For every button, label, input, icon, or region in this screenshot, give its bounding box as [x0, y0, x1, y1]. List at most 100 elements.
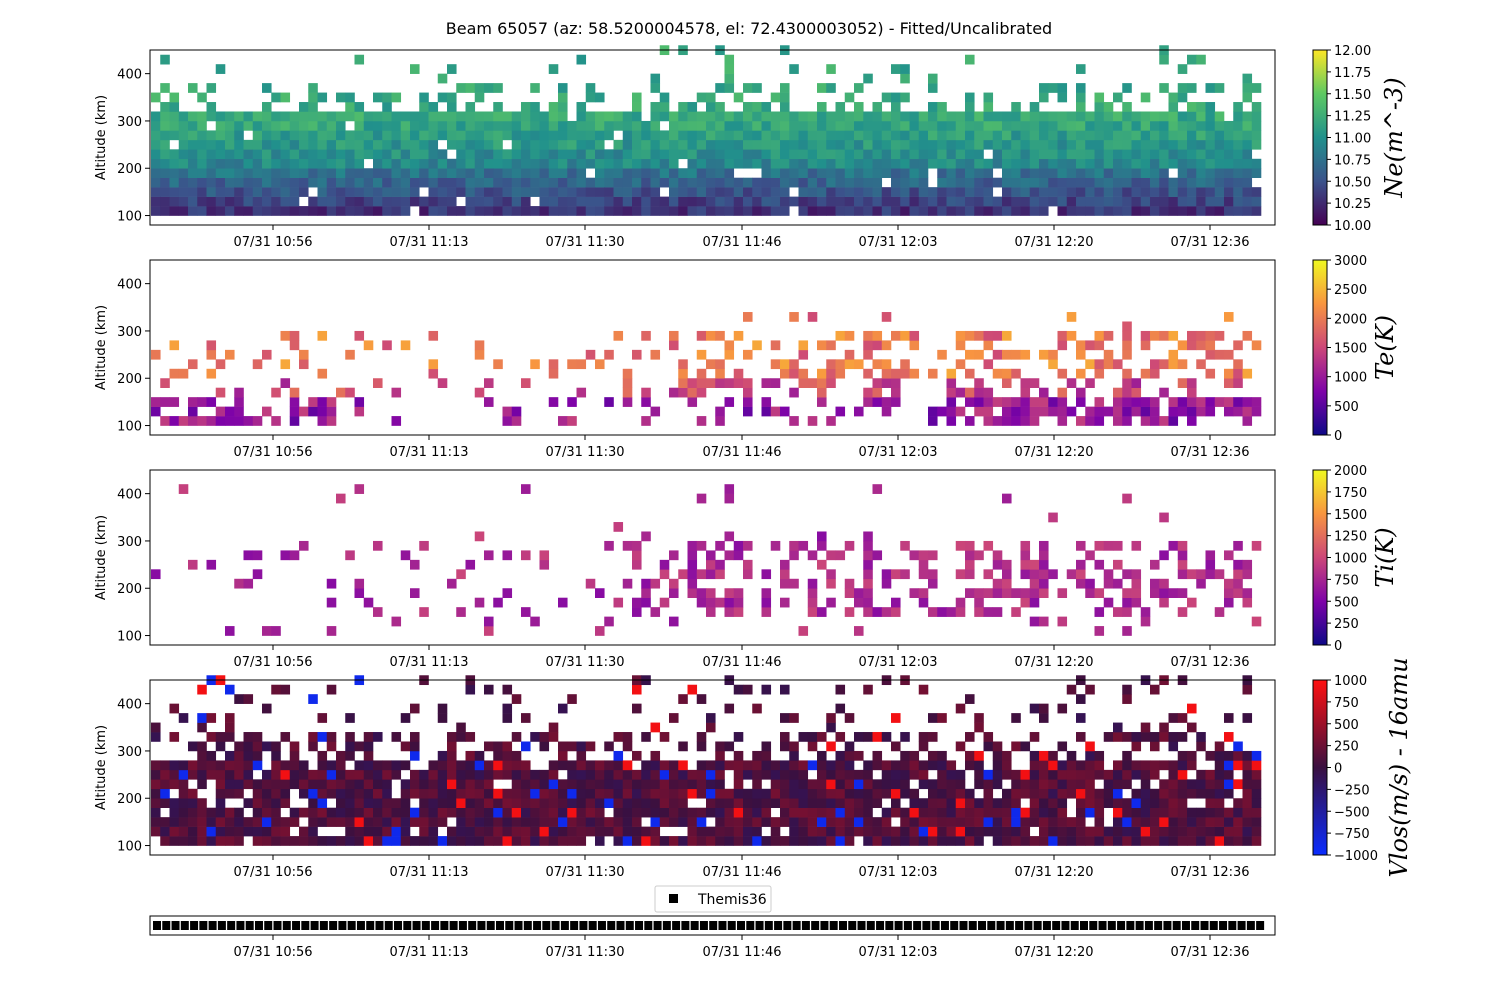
- heatmap-cell: [715, 406, 725, 417]
- heatmap-cell: [1002, 836, 1012, 846]
- heatmap-cell: [992, 349, 1003, 360]
- y-tick-label: 300: [117, 325, 142, 340]
- heatmap-cell: [733, 750, 744, 761]
- heatmap-cell: [789, 368, 799, 379]
- heatmap-cell: [724, 349, 735, 360]
- heatmap-cell: [428, 769, 439, 780]
- heatmap-cell: [687, 102, 698, 112]
- heatmap-cell: [983, 788, 994, 799]
- heatmap-cell: [1177, 196, 1188, 207]
- heatmap-cell: [965, 559, 975, 570]
- heatmap-cell: [437, 177, 448, 188]
- heatmap-cell: [900, 111, 910, 122]
- heatmap-cell: [160, 788, 170, 799]
- heatmap-cell: [604, 540, 614, 551]
- heatmap-cell: [807, 798, 818, 808]
- heatmap-cell: [1113, 788, 1123, 799]
- heatmap-cell: [585, 111, 596, 122]
- heatmap-cell: [1103, 788, 1114, 799]
- heatmap-cell: [1085, 779, 1095, 790]
- heatmap-cell: [1094, 826, 1105, 837]
- heatmap-cell: [1187, 340, 1197, 351]
- strip-marker: [699, 921, 708, 930]
- heatmap-cell: [965, 397, 975, 407]
- heatmap-cell: [289, 817, 300, 827]
- heatmap-cell: [1233, 750, 1243, 761]
- heatmap-cell: [363, 130, 374, 141]
- heatmap-cell: [937, 120, 947, 131]
- heatmap-cell: [178, 779, 189, 790]
- heatmap-cell: [946, 826, 957, 837]
- heatmap-cell: [382, 760, 392, 771]
- heatmap-cell: [206, 807, 217, 818]
- heatmap-cell: [696, 177, 707, 188]
- heatmap-cell: [530, 616, 540, 627]
- heatmap-cell: [817, 139, 827, 150]
- heatmap-cell: [326, 769, 337, 780]
- heatmap-cell: [752, 769, 762, 780]
- heatmap-cell: [456, 177, 466, 188]
- heatmap-cell: [622, 168, 633, 178]
- heatmap-cell: [289, 187, 300, 197]
- strip-marker: [190, 921, 199, 930]
- heatmap-cell: [1057, 206, 1068, 216]
- heatmap-cell: [881, 397, 892, 407]
- heatmap-cell: [1057, 616, 1068, 627]
- heatmap-cell: [983, 196, 994, 207]
- heatmap-cell: [1057, 168, 1068, 178]
- heatmap-cell: [400, 158, 411, 169]
- heatmap-cell: [678, 102, 688, 112]
- heatmap-cell: [780, 732, 790, 742]
- heatmap-cell: [1002, 378, 1012, 388]
- heatmap-cell: [373, 139, 383, 150]
- heatmap-cell: [1020, 550, 1031, 561]
- heatmap-cell: [225, 206, 235, 216]
- heatmap-cell: [872, 817, 883, 827]
- heatmap-cell: [160, 206, 170, 216]
- heatmap-cell: [336, 120, 346, 131]
- heatmap-cell: [1205, 397, 1216, 407]
- strip-marker: [876, 921, 885, 930]
- strip-marker: [885, 921, 894, 930]
- heatmap-cell: [1150, 168, 1160, 178]
- colorbar-tick-label: −1000: [1334, 849, 1378, 864]
- heatmap-cell: [530, 187, 540, 197]
- heatmap-cell: [1168, 798, 1179, 808]
- heatmap-cell: [659, 92, 670, 103]
- heatmap-cell: [733, 540, 744, 551]
- heatmap-cell: [863, 550, 873, 561]
- heatmap-cell: [1011, 798, 1021, 808]
- heatmap-cell: [733, 187, 744, 197]
- heatmap-cell: [484, 807, 494, 818]
- heatmap-cell: [1122, 684, 1132, 695]
- heatmap-cell: [308, 102, 318, 112]
- heatmap-cell: [724, 826, 735, 837]
- heatmap-cell: [252, 836, 263, 846]
- heatmap-cell: [280, 149, 291, 160]
- heatmap-cell: [872, 798, 883, 808]
- heatmap-cell: [474, 836, 485, 846]
- heatmap-cell: [983, 130, 994, 141]
- heatmap-cell: [715, 168, 725, 178]
- heatmap-cell: [1076, 139, 1086, 150]
- heatmap-cell: [225, 722, 235, 733]
- heatmap-cell: [188, 149, 198, 160]
- heatmap-cell: [354, 54, 365, 65]
- heatmap-cell: [252, 798, 263, 808]
- heatmap-cell: [983, 588, 994, 598]
- strip-marker: [495, 921, 504, 930]
- heatmap-cell: [1094, 130, 1105, 141]
- heatmap-cell: [1057, 177, 1068, 188]
- heatmap-cell: [1057, 387, 1068, 398]
- heatmap-cell: [650, 760, 661, 771]
- heatmap-cell: [1233, 130, 1243, 141]
- heatmap-cell: [1214, 760, 1225, 771]
- heatmap-cell: [178, 807, 189, 818]
- heatmap-cell: [891, 187, 901, 197]
- heatmap-cell: [724, 130, 735, 141]
- heatmap-cell: [1113, 206, 1123, 216]
- strip-marker: [959, 921, 968, 930]
- heatmap-cell: [1242, 597, 1253, 608]
- y-tick-label: 400: [117, 278, 142, 293]
- heatmap-cell: [604, 397, 614, 407]
